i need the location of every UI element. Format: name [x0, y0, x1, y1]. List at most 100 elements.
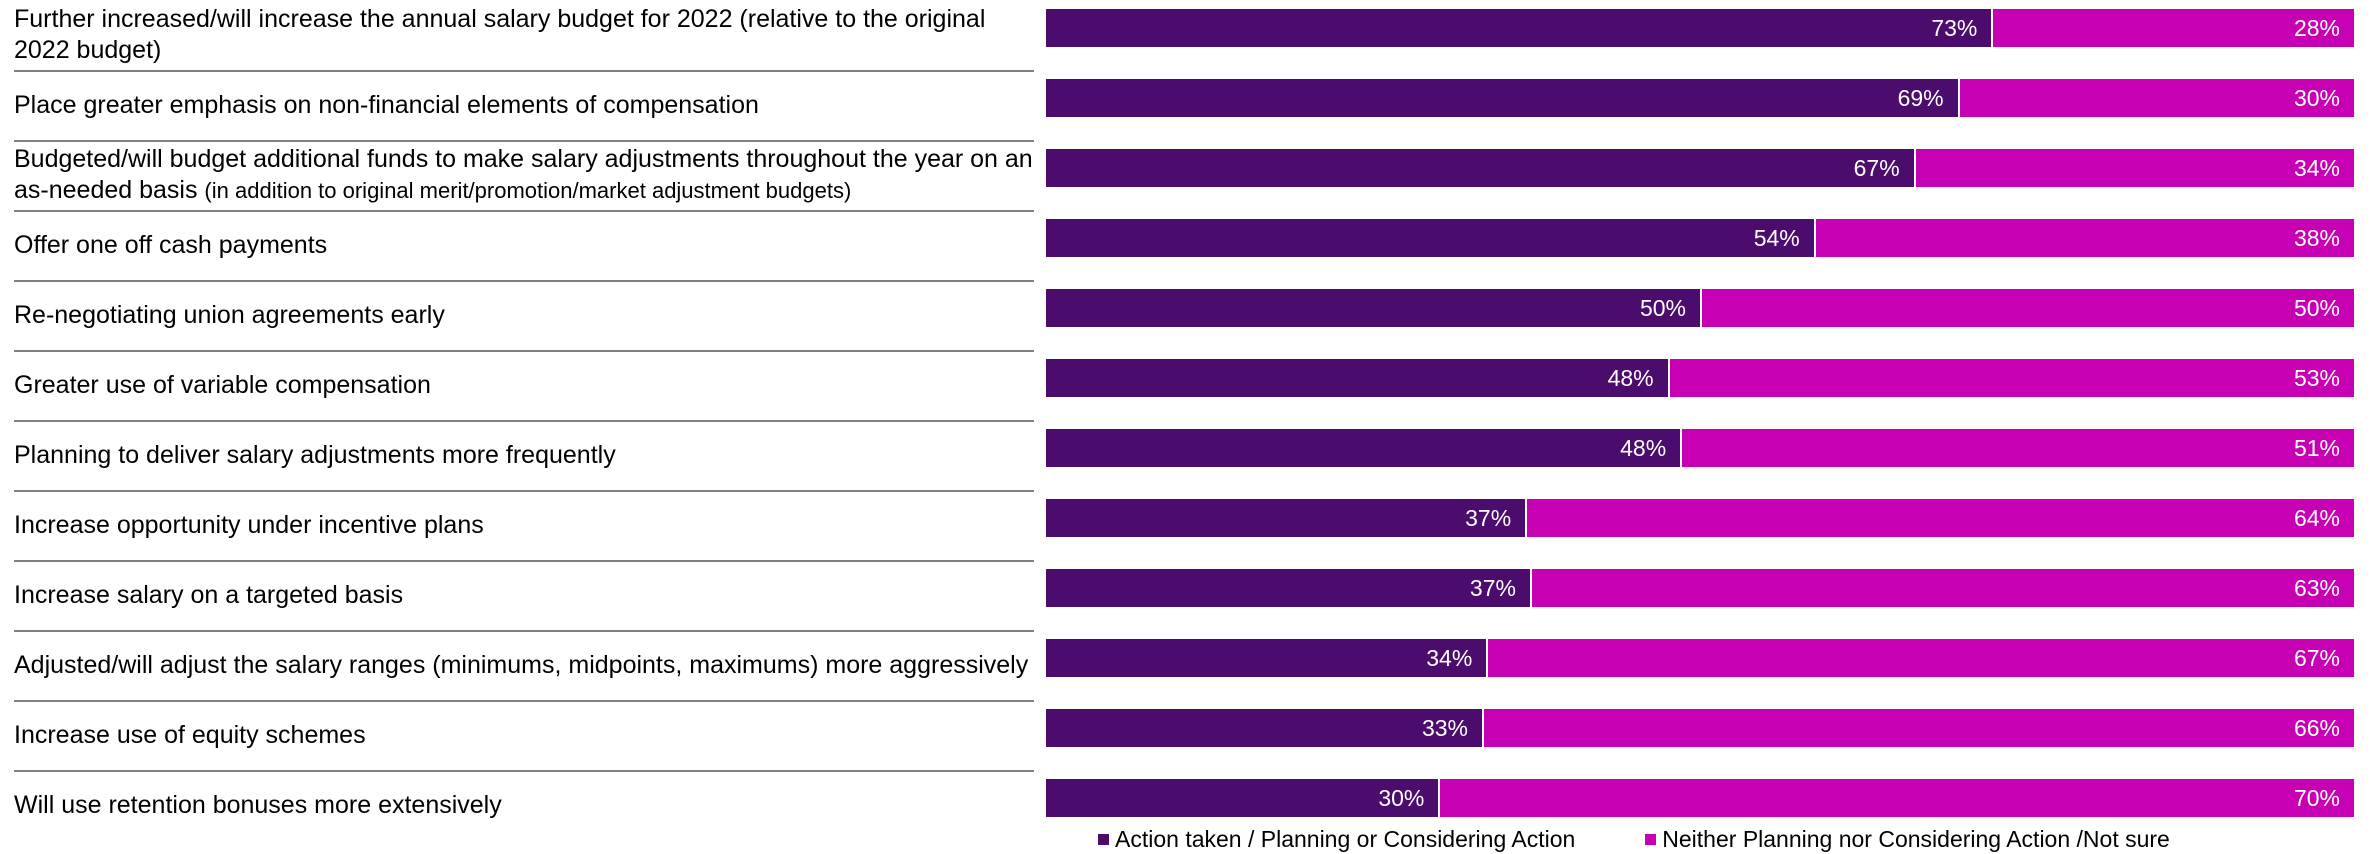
legend-item: Neither Planning nor Considering Action … — [1645, 826, 2170, 853]
bar-action-label: 73% — [1931, 14, 1978, 41]
bar-track: 48% 53% — [1046, 359, 2354, 397]
bar-neither-label: 34% — [2293, 154, 2340, 181]
bar-action: 67% — [1046, 149, 1914, 187]
row-divider — [14, 280, 1034, 282]
category-label-main: Budgeted/will budget additional funds to… — [14, 145, 1033, 204]
category-label-main: Increase use of equity schemes — [14, 720, 366, 749]
bar-action: 54% — [1046, 219, 1814, 257]
bar-action: 69% — [1046, 79, 1958, 117]
row-divider — [14, 560, 1034, 562]
bar-neither-label: 53% — [2293, 364, 2340, 391]
bar-track: 54% 38% — [1046, 219, 2354, 257]
category-label-text: Place greater emphasis on non-financial … — [14, 90, 759, 121]
category-label-main: Will use retention bonuses more extensiv… — [14, 790, 502, 819]
category-label-text: Planning to deliver salary adjustments m… — [14, 440, 616, 471]
category-label-main: Adjusted/will adjust the salary ranges (… — [14, 650, 1029, 679]
category-label-main: Greater use of variable compensation — [14, 370, 431, 399]
bar-neither-label: 30% — [2293, 84, 2340, 111]
bar-action: 48% — [1046, 359, 1668, 397]
chart-row: Budgeted/will budget additional funds to… — [0, 140, 2371, 210]
category-label-main: Further increased/will increase the annu… — [14, 5, 986, 64]
row-divider — [14, 70, 1034, 72]
bar-neither-label: 70% — [2293, 784, 2340, 811]
row-divider — [14, 350, 1034, 352]
bar-track: 34% 67% — [1046, 639, 2354, 677]
category-label-main: Re-negotiating union agreements early — [14, 300, 445, 329]
bar-neither-label: 51% — [2293, 434, 2340, 461]
bar-action-label: 34% — [1426, 644, 1473, 671]
bar-neither-label: 64% — [2293, 504, 2340, 531]
category-label-text: Will use retention bonuses more extensiv… — [14, 790, 502, 821]
category-label: Increase use of equity schemes — [14, 700, 1034, 770]
bar-action: 50% — [1046, 289, 1700, 327]
category-label-text: Adjusted/will adjust the salary ranges (… — [14, 650, 1028, 681]
category-label: Greater use of variable compensation — [14, 350, 1034, 420]
bar-track: 33% 66% — [1046, 709, 2354, 747]
bar-action: 73% — [1046, 9, 1992, 47]
category-label: Planning to deliver salary adjustments m… — [14, 420, 1034, 490]
bar-neither-label: 66% — [2293, 714, 2340, 741]
legend-swatch — [1645, 834, 1657, 845]
chart-row: Increase salary on a targeted basis 37% 63… — [0, 560, 2371, 630]
bar-neither: 53% — [1667, 359, 2354, 397]
category-label-text: Greater use of variable compensation — [14, 370, 431, 401]
bar-action: 33% — [1046, 709, 1482, 747]
category-label-text: Increase use of equity schemes — [14, 720, 366, 751]
bar-action-label: 33% — [1421, 714, 1468, 741]
row-divider — [14, 770, 1034, 772]
chart-row: Planning to deliver salary adjustments m… — [0, 420, 2371, 490]
row-divider — [14, 700, 1034, 702]
bar-track: 37% 64% — [1046, 499, 2354, 537]
bar-action-label: 48% — [1620, 434, 1667, 461]
bar-action-label: 48% — [1607, 364, 1654, 391]
bar-neither: 67% — [1486, 639, 2354, 677]
category-label-main: Increase salary on a targeted basis — [14, 580, 404, 609]
legend-item: Action taken / Planning or Considering A… — [1098, 826, 1575, 853]
category-label: Offer one off cash payments — [14, 210, 1034, 280]
category-label: Further increased/will increase the annu… — [14, 0, 1034, 70]
category-label-text: Re-negotiating union agreements early — [14, 300, 445, 331]
bar-action-label: 54% — [1753, 224, 1800, 251]
legend-label: Action taken / Planning or Considering A… — [1115, 826, 1576, 852]
category-label-main: Place greater emphasis on non-financial … — [14, 90, 759, 119]
row-divider — [14, 630, 1034, 632]
bar-neither: 34% — [1913, 149, 2354, 187]
bar-neither-label: 28% — [2293, 14, 2340, 41]
category-label: Place greater emphasis on non-financial … — [14, 70, 1034, 140]
category-label-text: Offer one off cash payments — [14, 230, 327, 261]
bar-neither: 64% — [1525, 499, 2354, 537]
category-label-text: Increase salary on a targeted basis — [14, 580, 403, 611]
row-divider — [14, 490, 1034, 492]
row-divider — [14, 210, 1034, 212]
chart-row: Further increased/will increase the annu… — [0, 0, 2371, 70]
bar-track: 73% 28% — [1046, 9, 2354, 47]
legend-label: Neither Planning nor Considering Action … — [1662, 826, 2170, 852]
category-label-text: Further increased/will increase the annu… — [14, 4, 1034, 66]
bar-action: 37% — [1046, 499, 1526, 537]
chart-legend: Action taken / Planning or Considering A… — [1098, 826, 2240, 853]
category-label: Adjusted/will adjust the salary ranges (… — [14, 630, 1034, 700]
chart-row: Offer one off cash payments 54% 38% — [0, 210, 2371, 280]
category-label-main: Planning to deliver salary adjustments m… — [14, 440, 616, 469]
bar-action-label: 69% — [1897, 84, 1944, 111]
bar-track: 48% 51% — [1046, 429, 2354, 467]
legend-swatch — [1098, 834, 1109, 845]
category-label-note: (in addition to original merit/promotion… — [204, 178, 852, 203]
bar-track: 69% 30% — [1046, 79, 2354, 117]
category-label-text: Budgeted/will budget additional funds to… — [14, 144, 1034, 206]
row-divider — [14, 140, 1034, 142]
bar-neither-label: 50% — [2293, 294, 2340, 321]
chart-row: Adjusted/will adjust the salary ranges (… — [0, 630, 2371, 700]
chart-row: Increase use of equity schemes 33% 66% — [0, 700, 2371, 770]
bar-action-label: 30% — [1378, 784, 1425, 811]
bar-action: 37% — [1046, 569, 1530, 607]
bar-action: 34% — [1046, 639, 1487, 677]
bar-neither: 66% — [1482, 709, 2354, 747]
bar-neither: 28% — [1991, 9, 2354, 47]
category-label: Increase salary on a targeted basis — [14, 560, 1034, 630]
row-divider — [14, 420, 1034, 422]
category-label-main: Offer one off cash payments — [14, 230, 328, 259]
category-label: Increase opportunity under incentive pla… — [14, 490, 1034, 560]
chart-row: Re-negotiating union agreements early 50%… — [0, 280, 2371, 350]
